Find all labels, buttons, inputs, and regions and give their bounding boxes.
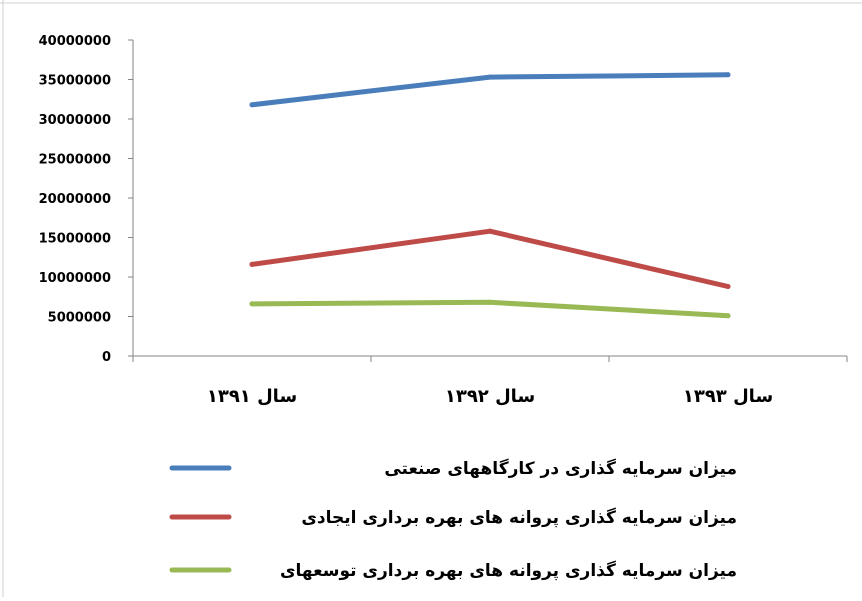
- y-tick-label: 10000000: [39, 271, 111, 286]
- y-tick-label: 35000000: [39, 74, 111, 89]
- y-tick-label: 25000000: [39, 153, 111, 168]
- data-point: [487, 74, 493, 80]
- x-tick-label: سال ۱۳۹۲: [445, 386, 535, 407]
- data-point: [725, 283, 731, 289]
- axes: [128, 39, 848, 362]
- y-tick-label: 20000000: [39, 192, 111, 207]
- y-tick-label: 40000000: [39, 34, 111, 49]
- series-lines: [249, 72, 731, 319]
- x-tick-label: سال ۱۳۹۱: [207, 386, 297, 407]
- data-point: [487, 299, 493, 305]
- y-axis-tick-labels: 0 5000000 10000000 15000000 20000000 25000000…: [39, 34, 111, 365]
- data-point: [249, 301, 255, 307]
- y-tick-label: 15000000: [39, 232, 111, 247]
- data-point: [487, 228, 493, 234]
- legend: میزان سرمایه گذاری در کارگاههای صنعتی میز…: [169, 458, 737, 581]
- data-point: [725, 72, 731, 78]
- x-axis-tick-labels: سال ۱۳۹۱ سال ۱۳۹۲ سال ۱۳۹۳: [207, 386, 773, 407]
- data-point: [249, 102, 255, 108]
- data-point: [249, 261, 255, 267]
- legend-label-2: میزان سرمایه گذاری پروانه های بهره بردار…: [301, 507, 737, 528]
- y-tick-label: 5000000: [48, 311, 111, 326]
- y-tick-label: 0: [102, 350, 111, 365]
- legend-label-3: میزان سرمایه گذاری پروانه های بهره بردار…: [280, 560, 737, 581]
- series-line-2: [249, 228, 731, 289]
- y-tick-label: 30000000: [39, 113, 111, 128]
- legend-label-1: میزان سرمایه گذاری در کارگاههای صنعتی: [384, 458, 737, 479]
- x-tick-label: سال ۱۳۹۳: [683, 386, 773, 407]
- data-point: [725, 313, 731, 319]
